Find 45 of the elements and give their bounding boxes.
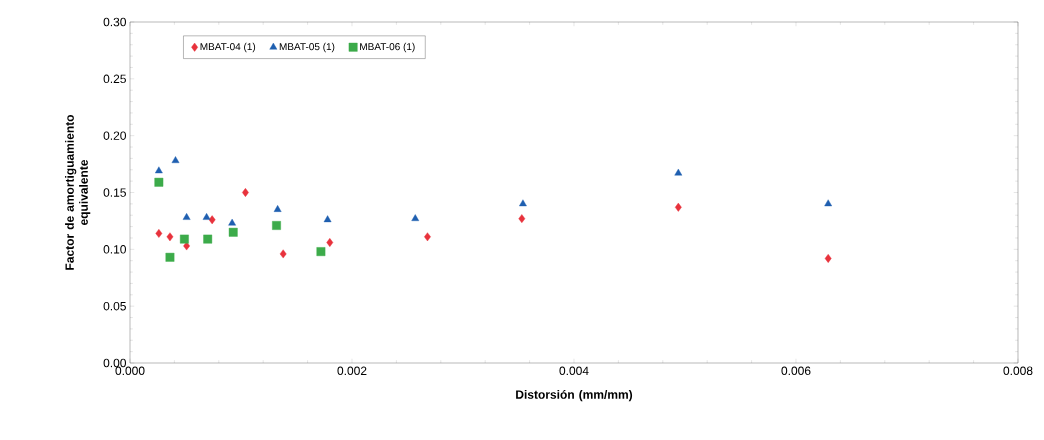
y-tick-label: 0.25 [103,74,126,84]
point [411,214,420,221]
x-axis-title: Distorsión (mm/mm) [516,389,633,402]
point [824,254,832,263]
y-tick-label: 0.15 [103,188,126,197]
point [154,177,164,187]
point [165,252,175,262]
point [228,218,236,226]
x-tick-label: 0.006 [781,366,811,376]
y-tick-label: 0.05 [103,301,126,311]
point [674,202,682,212]
point [202,213,211,220]
point [518,214,526,224]
point [228,227,238,237]
point [424,232,431,242]
y-tick-label: 0.10 [103,245,126,254]
point [326,238,334,247]
point [272,221,281,230]
y-tick-label: 0.20 [103,131,126,140]
point [155,166,163,174]
legend-label: MBAT-04 (1) [200,42,256,53]
point [824,199,833,207]
point [182,213,191,220]
point [155,229,163,238]
point [166,232,174,242]
point [279,249,287,259]
x-tick-label: 0.004 [559,366,589,376]
x-tick-label: 0.000 [115,366,145,376]
legend-label: MBAT-05 (1) [279,42,335,53]
y-tick-label: 0.00 [103,358,126,368]
x-tick-label: 0.002 [337,366,367,376]
x-tick-label: 0.008 [1003,366,1033,376]
point [203,234,213,244]
point [171,156,180,163]
point [323,215,332,223]
point [519,199,527,207]
y-axis-title: Factor de amortiguamiento equivalente [65,114,91,270]
point [179,234,189,244]
legend-label: MBAT-06 (1) [360,42,415,53]
point [242,188,249,197]
y-tick-label: 0.30 [103,17,126,27]
point [273,205,282,212]
point [208,215,216,225]
point [316,247,326,257]
point [674,168,683,176]
